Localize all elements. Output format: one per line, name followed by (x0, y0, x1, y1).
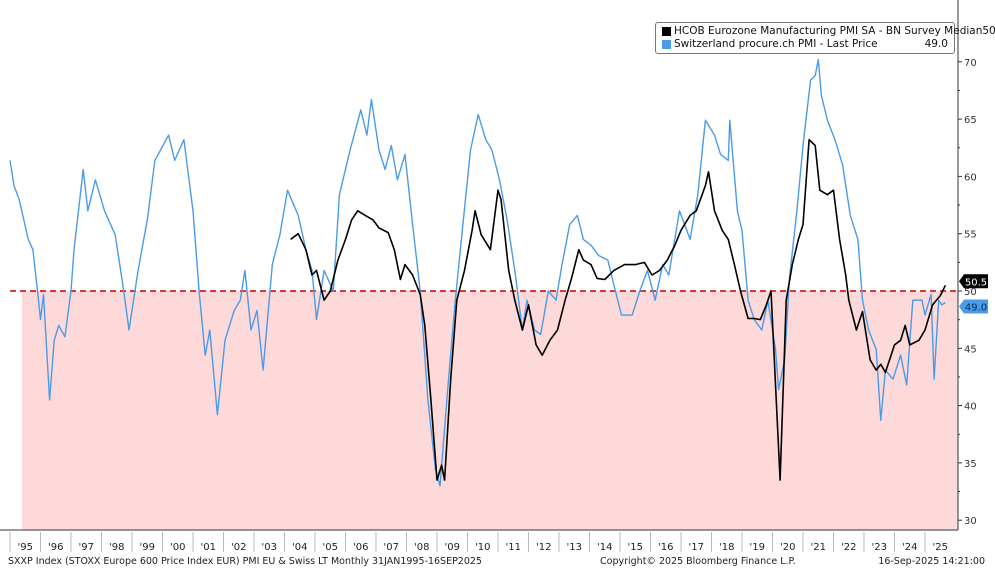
x-tick-label: '99 (140, 542, 155, 553)
tag-value: 49.0 (965, 302, 987, 313)
x-tick-label: '04 (292, 542, 307, 553)
series-line-switzerland-pmi (9, 58, 946, 487)
y-tick-label: 30 (964, 516, 977, 527)
x-tick-label: '09 (445, 542, 460, 553)
x-tick-label: '13 (567, 542, 582, 553)
x-tick-label: '06 (353, 542, 368, 553)
x-tick-label: '02 (231, 542, 246, 553)
x-tick-label: '98 (109, 542, 124, 553)
legend-label: HCOB Eurozone Manufacturing PMI SA - BN … (674, 25, 983, 37)
last-value-tag-switzerland: 49.0 (959, 299, 988, 314)
x-tick-label: '08 (414, 542, 429, 553)
x-tick-label: '00 (170, 542, 185, 553)
x-tick-label: '05 (323, 542, 338, 553)
x-tick-label: '17 (689, 542, 704, 553)
footer-copyright: Copyright© 2025 Bloomberg Finance L.P. (600, 556, 796, 567)
legend-item-eurozone: HCOB Eurozone Manufacturing PMI SA - BN … (662, 25, 995, 38)
y-tick-label: 40 (964, 402, 977, 413)
footer-timestamp: 16-Sep-2025 14:21:00 (878, 556, 985, 567)
x-tick-label: '10 (475, 542, 490, 553)
legend: HCOB Eurozone Manufacturing PMI SA - BN … (655, 22, 995, 54)
last-value-tags: 50.5 49.0 (959, 274, 988, 314)
x-tick-label: '18 (719, 542, 734, 553)
x-tick-label: '20 (780, 542, 795, 553)
x-tick-label: '21 (811, 542, 826, 553)
y-tick-label: 45 (964, 344, 977, 355)
x-tick-label: '97 (79, 542, 94, 553)
x-tick-label: '22 (841, 542, 856, 553)
x-tick-label: '25 (933, 542, 948, 553)
series-line-eurozone-pmi (290, 138, 947, 481)
legend-swatch-black (662, 27, 671, 36)
tag-background (959, 299, 988, 314)
x-tick-label: '16 (658, 542, 673, 553)
y-tick-label: 35 (964, 459, 977, 470)
y-axis: 30 35 40 45 50 55 60 65 70 (957, 0, 977, 530)
footer-source: SXXP Index (STOXX Europe 600 Price Index… (8, 556, 482, 567)
y-tick-label: 55 (964, 230, 977, 241)
x-tick-label: '14 (597, 542, 612, 553)
x-tick-label: '07 (384, 542, 399, 553)
x-tick-label: '23 (872, 542, 887, 553)
series-group (9, 58, 947, 487)
x-tick-label: '19 (750, 542, 765, 553)
x-tick-label: '95 (18, 542, 33, 553)
x-tick-label: '12 (536, 542, 551, 553)
x-tick-label: '96 (48, 542, 63, 553)
y-tick-label: 50 (964, 287, 977, 298)
legend-item-switzerland: Switzerland procure.ch PMI - Last Price … (662, 38, 948, 51)
y-tick-label: 65 (964, 115, 977, 126)
x-tick-label: '03 (262, 542, 277, 553)
below-50-shading (22, 291, 958, 530)
last-value-tag-eurozone: 50.5 (959, 274, 988, 289)
legend-value: 49.0 (924, 38, 948, 50)
x-tick-label: '01 (201, 542, 216, 553)
x-tick-label: '15 (628, 542, 643, 553)
tag-value: 50.5 (965, 277, 987, 288)
legend-label: Switzerland procure.ch PMI - Last Price (674, 38, 878, 50)
legend-value: 50.5 (982, 25, 995, 37)
x-tick-label: '11 (506, 542, 521, 553)
x-axis: '95 '96 '97 '98 '99 '00 '01 '02 '03 '04 '05 '06 '07 '… (0, 529, 958, 553)
legend-swatch-blue (662, 40, 671, 49)
y-tick-label: 70 (964, 58, 977, 69)
y-tick-label: 60 (964, 172, 977, 183)
x-tick-label: '24 (902, 542, 917, 553)
tag-background (959, 274, 988, 289)
